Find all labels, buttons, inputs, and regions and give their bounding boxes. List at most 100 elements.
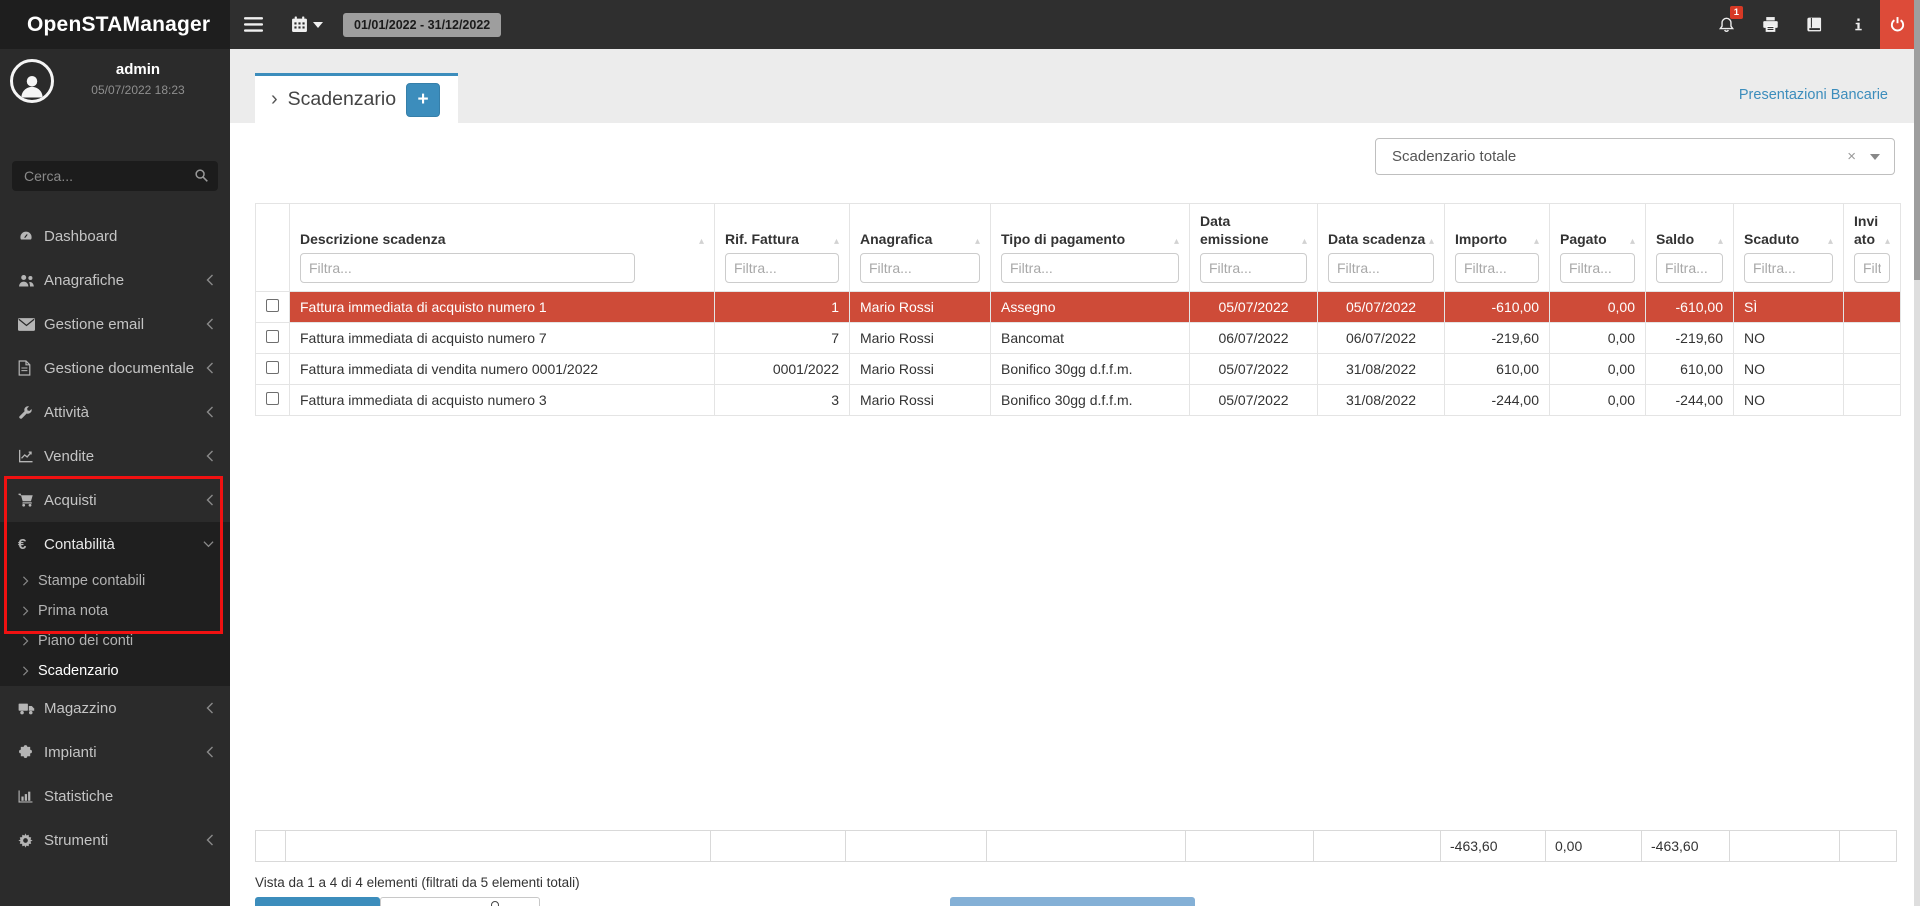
sidebar-item-contabilit[interactable]: € Contabilità — [0, 522, 230, 566]
cell-descrizione-scadenza: Fattura immediata di vendita numero 0001… — [289, 353, 715, 385]
info-button[interactable] — [1836, 0, 1880, 49]
clear-icon[interactable]: × — [1847, 148, 1856, 165]
page-scrollbar[interactable] — [1914, 0, 1920, 906]
bottom-secondary-button[interactable] — [380, 897, 540, 906]
sidebar-item-statistiche[interactable]: Statistiche — [0, 774, 230, 818]
sidebar-item-magazzino[interactable]: Magazzino — [0, 686, 230, 730]
sidebar-menu: Dashboard Anagrafiche Gestione email Gestio… — [0, 214, 230, 862]
sidebar-item-impianti[interactable]: Impianti — [0, 730, 230, 774]
row-checkbox[interactable] — [266, 361, 279, 374]
sort-icon: ▴ — [1428, 235, 1434, 247]
sidebar-item-anagrafiche[interactable]: Anagrafiche — [0, 258, 230, 302]
row-checkbox[interactable] — [266, 330, 279, 343]
app-logo[interactable]: OpenSTAManager — [0, 0, 230, 49]
column-header-label: Descrizione scadenza — [300, 230, 446, 247]
cell-data-scadenza: 06/07/2022 — [1317, 322, 1445, 354]
sidebar-toggle-button[interactable] — [230, 0, 277, 49]
sidebar-item-strumenti[interactable]: Strumenti — [0, 818, 230, 862]
chevron-left-icon — [206, 318, 214, 330]
sidebar-item-acquisti[interactable]: Acquisti — [0, 478, 230, 522]
sidebar-item-dashboard[interactable]: Dashboard — [0, 214, 230, 258]
notification-count-badge: 1 — [1729, 6, 1743, 20]
sidebar-item-label: Vendite — [44, 447, 95, 465]
column-header-pagato[interactable]: Pagato ▴ — [1549, 203, 1646, 292]
column-header-data-emissione[interactable]: Data emissione ▴ — [1189, 203, 1318, 292]
presentazioni-bancarie-link[interactable]: Presentazioni Bancarie — [1738, 87, 1888, 103]
column-header-label-wrap: Pagato ▴ — [1560, 212, 1635, 248]
sidebar-subitem-scadenzario[interactable]: Scadenzario — [0, 656, 230, 686]
search-icon[interactable] — [194, 168, 209, 183]
column-header-label-wrap: Tipo di pagamento ▴ — [1001, 212, 1179, 248]
sidebar-item-gestione-documentale[interactable]: Gestione documentale — [0, 346, 230, 390]
total-importo: -463,60 — [1440, 830, 1546, 862]
cell-anagrafica: Mario Rossi — [849, 291, 991, 323]
filter-input-data-scadenza[interactable] — [1328, 253, 1434, 283]
cell-data-scadenza: 31/08/2022 — [1317, 384, 1445, 416]
bar-chart-icon — [18, 789, 44, 803]
period-picker-button[interactable] — [277, 0, 337, 49]
cell-pagato: 0,00 — [1549, 322, 1646, 354]
column-header-anagrafica[interactable]: Anagrafica ▴ — [849, 203, 991, 292]
cart-icon — [18, 493, 44, 507]
filter-input-scaduto[interactable] — [1744, 253, 1833, 283]
column-header-data-scadenza[interactable]: Data scadenza ▴ — [1317, 203, 1445, 292]
notifications-button[interactable]: 1 — [1704, 0, 1748, 49]
chevron-right-icon — [22, 606, 38, 616]
bottom-lightblue-button[interactable] — [950, 897, 1195, 906]
filter-input-anagrafica[interactable] — [860, 253, 980, 283]
date-range-badge[interactable]: 01/01/2022 - 31/12/2022 — [343, 12, 502, 37]
column-header-descrizione-scadenza[interactable]: Descrizione scadenza ▴ — [289, 203, 715, 292]
column-header-tipo-di-pagamento[interactable]: Tipo di pagamento ▴ — [990, 203, 1190, 292]
filter-input-tipo-di-pagamento[interactable] — [1001, 253, 1179, 283]
chevron-down-icon[interactable] — [1870, 153, 1880, 160]
sidebar-subitem-prima-nota[interactable]: Prima nota — [0, 596, 230, 626]
sidebar-item-vendite[interactable]: Vendite — [0, 434, 230, 478]
column-header-importo[interactable]: Importo ▴ — [1444, 203, 1550, 292]
filter-input-data-emissione[interactable] — [1200, 253, 1307, 283]
print-button[interactable] — [1748, 0, 1792, 49]
logout-button[interactable] — [1880, 0, 1914, 49]
total-data-emissione — [1185, 830, 1314, 862]
filter-input-rif-fattura[interactable] — [725, 253, 839, 283]
docs-button[interactable] — [1792, 0, 1836, 49]
sidebar-subitem-piano-dei-conti[interactable]: Piano dei conti — [0, 626, 230, 656]
cell-inviato — [1843, 384, 1901, 416]
filter-input-saldo[interactable] — [1656, 253, 1723, 283]
cell-saldo: -244,00 — [1645, 384, 1734, 416]
cell-descrizione-scadenza: Fattura immediata di acquisto numero 1 — [289, 291, 715, 323]
totals-row: -463,60 0,00 -463,60 — [255, 830, 1897, 862]
column-header-saldo[interactable]: Saldo ▴ — [1645, 203, 1734, 292]
tab-scadenzario[interactable]: › Scadenzario + — [255, 73, 459, 123]
add-record-button[interactable]: + — [406, 82, 441, 117]
row-checkbox-cell — [255, 291, 290, 323]
cell-importo: 610,00 — [1444, 353, 1550, 385]
cell-pagato: 0,00 — [1549, 384, 1646, 416]
column-header-scaduto[interactable]: Scaduto ▴ — [1733, 203, 1844, 292]
sidebar-item-attivit[interactable]: Attività — [0, 390, 230, 434]
sidebar-subitem-stampe-contabili[interactable]: Stampe contabili — [0, 566, 230, 596]
column-header-label: Pagato — [1560, 230, 1607, 247]
column-header-inviato[interactable]: Inviato ▴ — [1843, 203, 1901, 292]
cell-saldo: 610,00 — [1645, 353, 1734, 385]
envelope-icon — [18, 317, 44, 331]
cell-tipo-di-pagamento: Bonifico 30gg d.f.f.m. — [990, 384, 1190, 416]
column-header-label: Tipo di pagamento — [1001, 230, 1126, 247]
search-input[interactable] — [12, 161, 182, 191]
cell-importo: -244,00 — [1444, 384, 1550, 416]
bottom-primary-button[interactable] — [255, 897, 380, 906]
table-row[interactable]: Fattura immediata di vendita numero 0001… — [255, 353, 1901, 385]
filter-input-importo[interactable] — [1455, 253, 1539, 283]
column-header-rif-fattura[interactable]: Rif. Fattura ▴ — [714, 203, 850, 292]
filter-input-descrizione-scadenza[interactable] — [300, 253, 635, 283]
filter-input-pagato[interactable] — [1560, 253, 1635, 283]
scrollbar-thumb[interactable] — [1914, 0, 1920, 280]
row-checkbox[interactable] — [266, 392, 279, 405]
cell-data-scadenza: 05/07/2022 — [1317, 291, 1445, 323]
sidebar-item-gestione-email[interactable]: Gestione email — [0, 302, 230, 346]
filter-input-inviato[interactable] — [1854, 253, 1890, 283]
view-select[interactable]: Scadenzario totale × — [1375, 138, 1895, 175]
row-checkbox[interactable] — [266, 299, 279, 312]
